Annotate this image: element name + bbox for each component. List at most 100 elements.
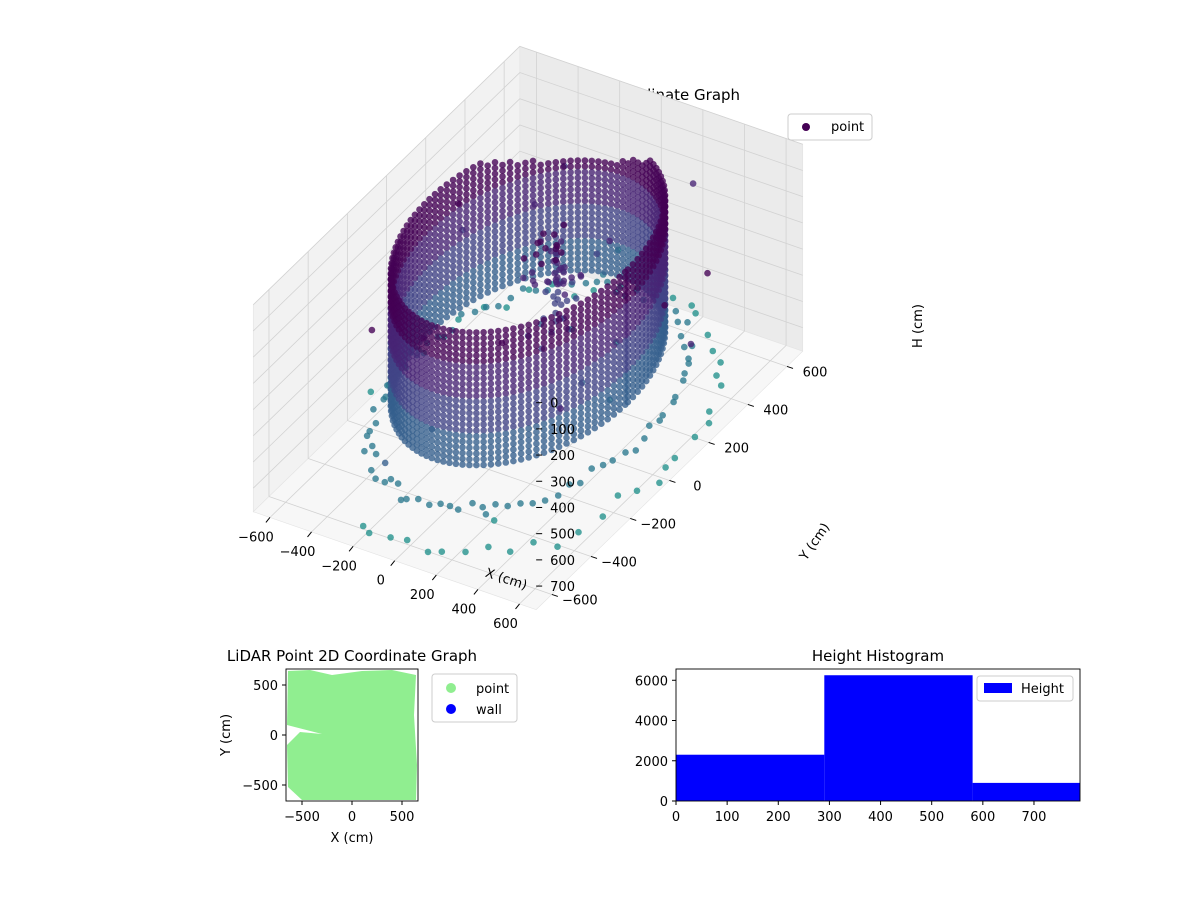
data-point (567, 192, 574, 199)
data-point (530, 539, 537, 546)
data-point (491, 187, 499, 195)
x-tick-mark (390, 560, 396, 567)
data-point (446, 424, 453, 432)
data-point (525, 350, 532, 358)
data-point (604, 392, 611, 400)
data-point (491, 251, 499, 258)
data-point (610, 365, 618, 372)
data-point (563, 330, 570, 338)
data-point (577, 392, 585, 400)
y-tick-mark (551, 593, 558, 597)
data-point (418, 363, 425, 371)
data-point (484, 196, 492, 204)
data-point (499, 207, 506, 215)
data-point (567, 238, 574, 245)
data-point (629, 359, 637, 366)
data-point (537, 184, 544, 192)
data-point (487, 415, 495, 422)
data-point (434, 433, 441, 441)
data-point (495, 385, 502, 393)
data-point (437, 255, 445, 262)
data-point (437, 243, 445, 251)
data-point (591, 303, 598, 311)
data-point (456, 189, 463, 197)
data-point (423, 441, 430, 448)
data-point (428, 449, 436, 456)
data-point (484, 260, 492, 267)
data-point (685, 360, 692, 367)
data-point (533, 423, 540, 430)
data-point (574, 214, 582, 222)
data-point (426, 236, 433, 243)
data-point (491, 268, 499, 276)
data-point (634, 255, 641, 263)
data-point (480, 421, 487, 428)
data-point (555, 420, 563, 428)
data-point (584, 371, 592, 378)
data-point (510, 359, 517, 367)
data-point (426, 201, 433, 209)
data-point (428, 408, 436, 416)
data-point (607, 269, 615, 277)
data-point (574, 243, 582, 251)
data-point (510, 457, 517, 465)
x-tick-mark (348, 545, 354, 552)
data-point (671, 454, 679, 462)
data-point (452, 356, 460, 364)
data-point (522, 228, 529, 236)
data-point (459, 380, 466, 388)
data-point (593, 250, 601, 258)
data-point (548, 440, 555, 448)
x-tick-label: 700 (1022, 810, 1047, 825)
data-point (641, 435, 648, 442)
data-point (449, 303, 457, 311)
data-point (466, 386, 473, 394)
data-point (421, 247, 428, 254)
data-point (570, 373, 578, 380)
data-point (555, 345, 563, 353)
data-point (443, 181, 451, 188)
data-point (473, 461, 480, 469)
data-point (440, 389, 447, 396)
data-point (510, 388, 517, 396)
data-point (473, 329, 480, 336)
data-point (426, 230, 433, 237)
data-point (533, 359, 540, 367)
data-point (545, 177, 552, 184)
data-point (588, 221, 596, 228)
data-point (584, 313, 592, 321)
data-point (588, 157, 596, 165)
data-point (629, 237, 637, 244)
data-point (552, 182, 560, 189)
data-point (522, 176, 529, 184)
data-point (437, 289, 445, 297)
data-point (421, 270, 428, 277)
data-point (522, 234, 529, 242)
y-tick-mark (630, 517, 637, 521)
data-point (610, 330, 618, 338)
data-point (440, 377, 447, 385)
data-point (421, 241, 428, 248)
data-point (473, 375, 480, 382)
data-point (431, 190, 439, 198)
data-point (582, 279, 590, 287)
z-tick-label: 500 (550, 528, 575, 543)
data-point (428, 425, 436, 433)
data-point (557, 405, 564, 412)
data-point (470, 192, 477, 200)
histogram-legend: Height (976, 675, 1074, 702)
data-point (466, 346, 473, 354)
data-point (487, 351, 495, 359)
data-point (431, 208, 439, 215)
data-point (459, 432, 466, 440)
data-point (477, 189, 484, 196)
data-point (466, 450, 473, 457)
data-point (563, 399, 570, 407)
data-point (502, 413, 510, 420)
data-point (459, 363, 466, 370)
data-point (480, 427, 487, 434)
data-point (577, 346, 585, 354)
data-point (577, 317, 585, 325)
data-point (495, 414, 502, 421)
data-point (499, 225, 506, 232)
